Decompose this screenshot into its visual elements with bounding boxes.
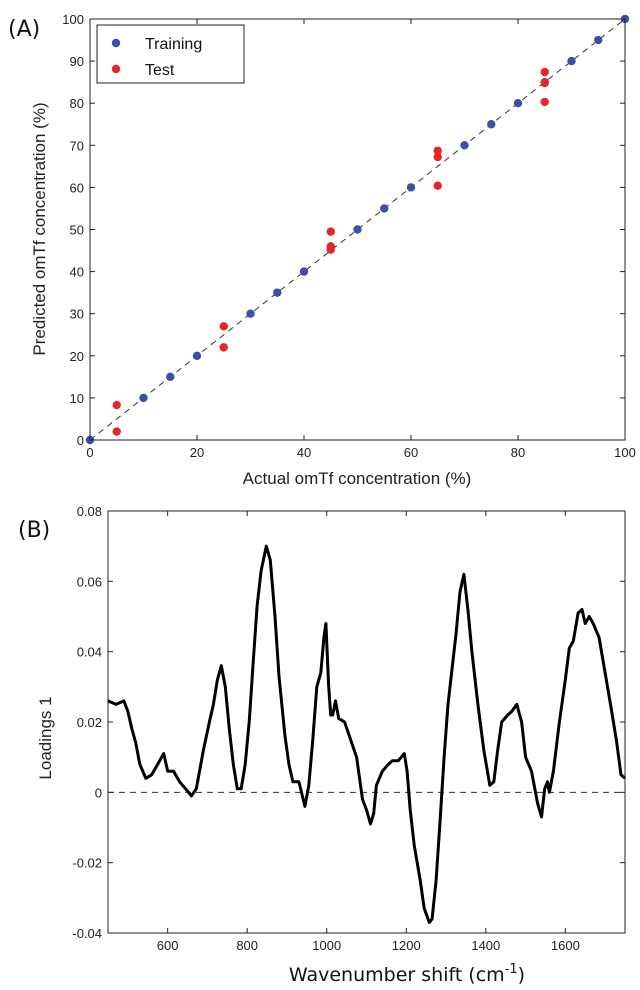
y-tick-label: 80	[70, 96, 84, 111]
y-tick-label: 30	[70, 307, 84, 322]
data-point-training	[139, 393, 148, 403]
y-tick-label: 50	[70, 223, 84, 238]
legend: Training Test	[96, 24, 245, 84]
data-point-training	[166, 372, 175, 382]
legend-marker-training	[111, 38, 121, 48]
data-point-test	[219, 343, 228, 352]
y-tick-label: 0.02	[77, 715, 102, 730]
x-tick-label: 1600	[551, 938, 580, 953]
loadings-line	[107, 544, 626, 924]
plot-frame-a	[89, 18, 626, 441]
y-tick-label: -0.02	[72, 856, 102, 871]
y-tick-label: 0.06	[77, 574, 102, 589]
y-tick-label: 40	[70, 265, 84, 280]
x-tick-label: 1400	[471, 938, 500, 953]
data-point-test	[540, 97, 549, 107]
data-point-test	[112, 427, 121, 436]
data-point-training	[460, 141, 469, 150]
data-point-training	[299, 267, 309, 276]
y-tick-label: 0.04	[77, 645, 102, 660]
data-point-training	[567, 56, 576, 66]
x-tick-label: 800	[236, 938, 258, 953]
y-tick-label: 0.08	[77, 504, 102, 519]
data-point-test	[326, 227, 335, 236]
data-point-training	[513, 99, 523, 108]
data-point-training	[406, 183, 416, 192]
data-point-test	[326, 245, 335, 254]
data-point-training	[353, 225, 362, 234]
line-plot-b: 600 800 1000 1200 1400 1600 -0.04 -0.02 0 0.02 0.0…	[72, 504, 626, 953]
identity-line	[89, 18, 626, 441]
panel-b-xlabel-close: )	[518, 964, 525, 986]
y-tick-label: 10	[70, 391, 84, 406]
y-tick-label: 0	[95, 785, 102, 800]
data-point-test	[219, 322, 228, 331]
panel-b-xlabel: Wavenumber shift (cm-1)	[289, 962, 525, 986]
data-point-training	[380, 204, 389, 213]
data-point-test	[433, 181, 442, 190]
panel-b-xlabel-main: Wavenumber shift (cm	[289, 964, 505, 986]
x-tick-label: 80	[511, 445, 525, 460]
data-point-test	[433, 152, 442, 162]
data-point-training	[246, 309, 255, 318]
panel-a-xlabel: Actual omTf concentration (%)	[243, 469, 472, 488]
legend-marker-test	[111, 64, 121, 74]
panel-a-label: (A)	[8, 17, 40, 42]
x-tick-label: 60	[404, 445, 418, 460]
data-point-test	[112, 400, 121, 410]
y-tick-label: 0	[77, 433, 84, 448]
data-point-training	[192, 351, 202, 360]
data-point-training	[594, 35, 603, 45]
panel-a-ylabel: Predicted omTf concentration (%)	[30, 102, 49, 355]
plot-frame-b	[107, 510, 626, 934]
panel-b-label: (B)	[18, 518, 50, 543]
y-tick-label: 20	[70, 349, 84, 364]
y-tick-label: 100	[62, 12, 84, 27]
panel-b-xlabel-sup: -1	[505, 962, 518, 977]
data-point-test	[540, 78, 549, 88]
data-point-test	[433, 146, 442, 155]
y-tick-label: 90	[70, 54, 84, 69]
x-tick-label: 0	[86, 445, 93, 460]
y-tick-label: 60	[70, 180, 84, 195]
x-tick-label: 20	[190, 445, 204, 460]
scatter-plot-a: 0 20 40 60 80 100 0 10 20 30 40 50 60 70 80 90 100 Traini…	[62, 12, 636, 460]
x-tick-label: 600	[157, 938, 179, 953]
x-tick-label: 100	[614, 445, 636, 460]
legend-box	[96, 24, 245, 84]
x-tick-label: 40	[297, 445, 311, 460]
data-point-test	[540, 67, 549, 77]
legend-label-test: Test	[145, 62, 175, 79]
legend-label-training: Training	[145, 36, 202, 53]
y-tick-label: 70	[70, 138, 84, 153]
data-point-training	[487, 120, 496, 129]
x-tick-label: 1000	[312, 938, 341, 953]
x-tick-label: 1200	[392, 938, 421, 953]
y-tick-label: -0.04	[72, 926, 102, 941]
data-point-training	[273, 288, 282, 297]
panel-b-ylabel: Loadings 1	[36, 696, 55, 779]
